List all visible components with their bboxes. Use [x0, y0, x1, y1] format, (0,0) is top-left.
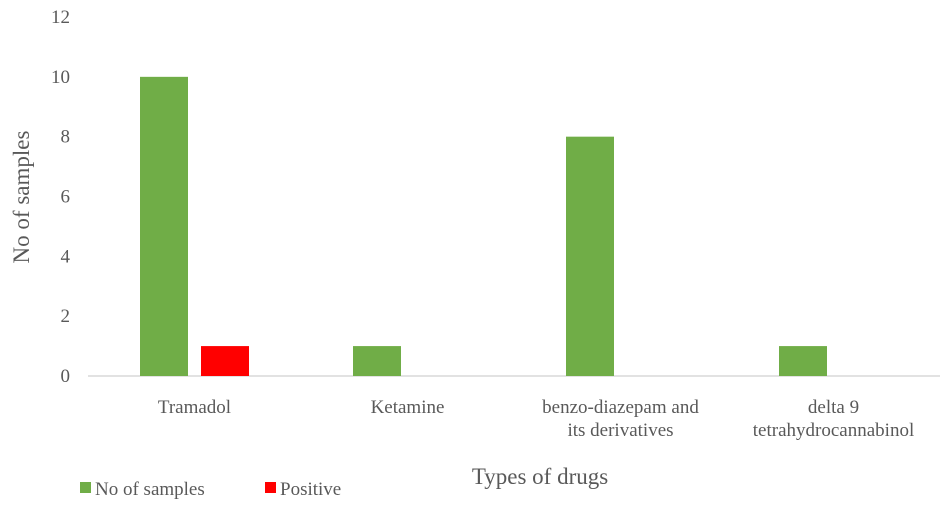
category-label: Ketamine — [371, 397, 445, 418]
y-tick-label: 2 — [61, 306, 71, 327]
category-label: benzo-diazepam and — [542, 397, 699, 418]
bars — [140, 76, 827, 376]
bar-samples — [779, 346, 827, 376]
bar-samples — [353, 346, 401, 376]
y-tick-label: 0 — [61, 366, 71, 387]
y-tick-label: 8 — [61, 127, 71, 148]
bar-samples — [566, 136, 614, 376]
y-axis-ticks: 0 2 4 6 8 10 12 — [51, 7, 71, 387]
legend-label: Positive — [280, 479, 341, 500]
legend-swatch — [80, 482, 91, 493]
category-label: tetrahydrocannabinol — [753, 420, 914, 441]
y-axis-title: No of samples — [9, 131, 34, 264]
bar-positive — [201, 346, 249, 376]
bar-samples — [140, 76, 188, 376]
y-tick-label: 10 — [51, 67, 70, 88]
x-axis-title: Types of drugs — [472, 464, 608, 489]
category-label: delta 9 — [808, 397, 859, 418]
y-tick-label: 4 — [61, 246, 71, 267]
y-tick-label: 12 — [51, 7, 70, 28]
category-label: its derivatives — [567, 420, 673, 441]
category-label: Tramadol — [158, 397, 231, 418]
legend: No of samples Positive — [80, 479, 341, 500]
legend-swatch — [265, 482, 276, 493]
legend-label: No of samples — [95, 479, 205, 500]
y-tick-label: 6 — [61, 187, 71, 208]
